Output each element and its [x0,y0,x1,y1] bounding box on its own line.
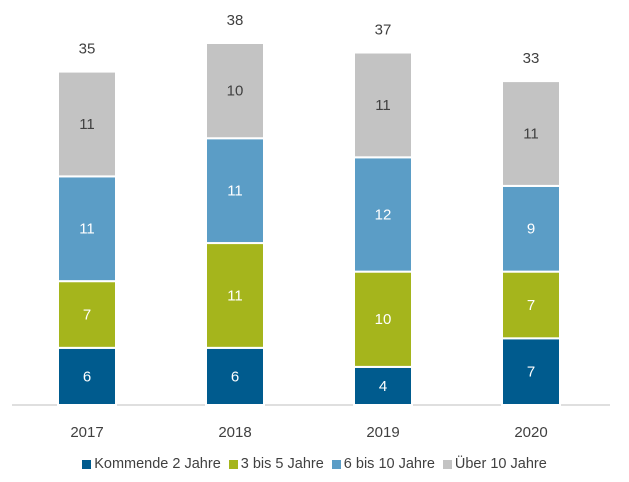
data-label: 10 [375,311,392,328]
x-tick-label: 2020 [514,424,547,441]
bar-segment [205,346,265,406]
x-tick-label: 2018 [218,424,251,441]
legend-swatch [82,459,92,469]
legend-item: 3 bis 5 Jahre [228,456,324,472]
bar-segment [353,156,413,273]
data-label: 11 [227,183,243,200]
legend-item: Über 10 Jahre [442,456,547,472]
legend-label: Kommende 2 Jahre [94,456,221,472]
legend-swatch [331,459,341,469]
legend: Kommende 2 Jahre 3 bis 5 Jahre 6 bis 10 Ja… [0,456,629,472]
legend-swatch [228,459,238,469]
data-label: 11 [227,287,243,304]
legend-swatch [442,459,452,469]
data-label: 7 [83,306,91,323]
legend-item: 6 bis 10 Jahre [331,456,435,472]
bar-segment [205,137,265,245]
bar-segment [205,42,265,140]
data-label: 7 [527,297,535,314]
total-label: 37 [375,21,392,38]
data-label: 11 [79,221,95,238]
bar-segment [57,280,117,349]
data-label: 12 [375,206,392,223]
x-tick-label: 2019 [366,424,399,441]
bar-segment [353,365,413,407]
legend-label: 3 bis 5 Jahre [240,456,324,472]
data-label: 4 [379,378,387,395]
chart: 6 7 11 11 35 2017 6 11 11 10 38 2018 4 10 12 11 37 2019 7 7… [12,12,610,441]
data-label: 6 [231,368,239,385]
bar-segment [353,51,413,159]
bar-segment [57,70,117,178]
legend-label: Über 10 Jahre [454,456,547,472]
data-label: 11 [79,116,95,133]
bar-segment [353,270,413,368]
bar-segment [501,184,561,273]
bar-segment [205,242,265,349]
data-label: 11 [523,125,539,142]
bar-segment [501,80,561,187]
data-label: 9 [527,221,535,238]
legend-item: Kommende 2 Jahre [82,456,221,472]
data-label: 11 [375,97,391,114]
x-tick-label: 2017 [70,424,103,441]
data-label: 6 [83,368,91,385]
total-label: 33 [523,50,540,67]
legend-label: 6 bis 10 Jahre [343,456,435,472]
bar-segment [57,346,117,406]
data-label: 10 [227,83,244,100]
total-label: 35 [79,41,96,58]
data-label: 7 [527,364,535,381]
total-label: 38 [227,12,244,29]
bar-segment [501,337,561,407]
